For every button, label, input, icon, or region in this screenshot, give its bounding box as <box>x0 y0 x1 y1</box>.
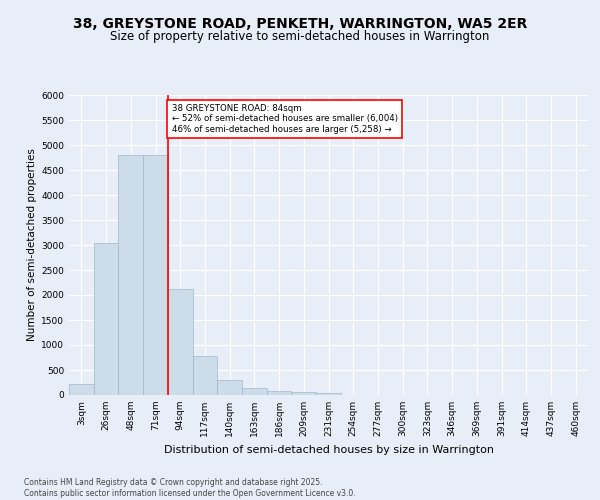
Bar <box>193 356 217 395</box>
Y-axis label: Number of semi-detached properties: Number of semi-detached properties <box>27 148 37 342</box>
Bar <box>143 155 168 395</box>
Bar <box>267 391 292 395</box>
Bar <box>118 155 143 395</box>
Bar <box>69 384 94 395</box>
Bar <box>292 392 316 395</box>
Bar <box>217 380 242 395</box>
Bar <box>168 288 193 395</box>
Bar <box>242 388 267 395</box>
Text: 38 GREYSTONE ROAD: 84sqm
← 52% of semi-detached houses are smaller (6,004)
46% o: 38 GREYSTONE ROAD: 84sqm ← 52% of semi-d… <box>172 104 398 134</box>
Bar <box>94 242 118 395</box>
Bar <box>316 393 341 395</box>
Text: Contains HM Land Registry data © Crown copyright and database right 2025.
Contai: Contains HM Land Registry data © Crown c… <box>24 478 356 498</box>
Text: 38, GREYSTONE ROAD, PENKETH, WARRINGTON, WA5 2ER: 38, GREYSTONE ROAD, PENKETH, WARRINGTON,… <box>73 18 527 32</box>
X-axis label: Distribution of semi-detached houses by size in Warrington: Distribution of semi-detached houses by … <box>163 444 493 454</box>
Text: Size of property relative to semi-detached houses in Warrington: Size of property relative to semi-detach… <box>110 30 490 43</box>
